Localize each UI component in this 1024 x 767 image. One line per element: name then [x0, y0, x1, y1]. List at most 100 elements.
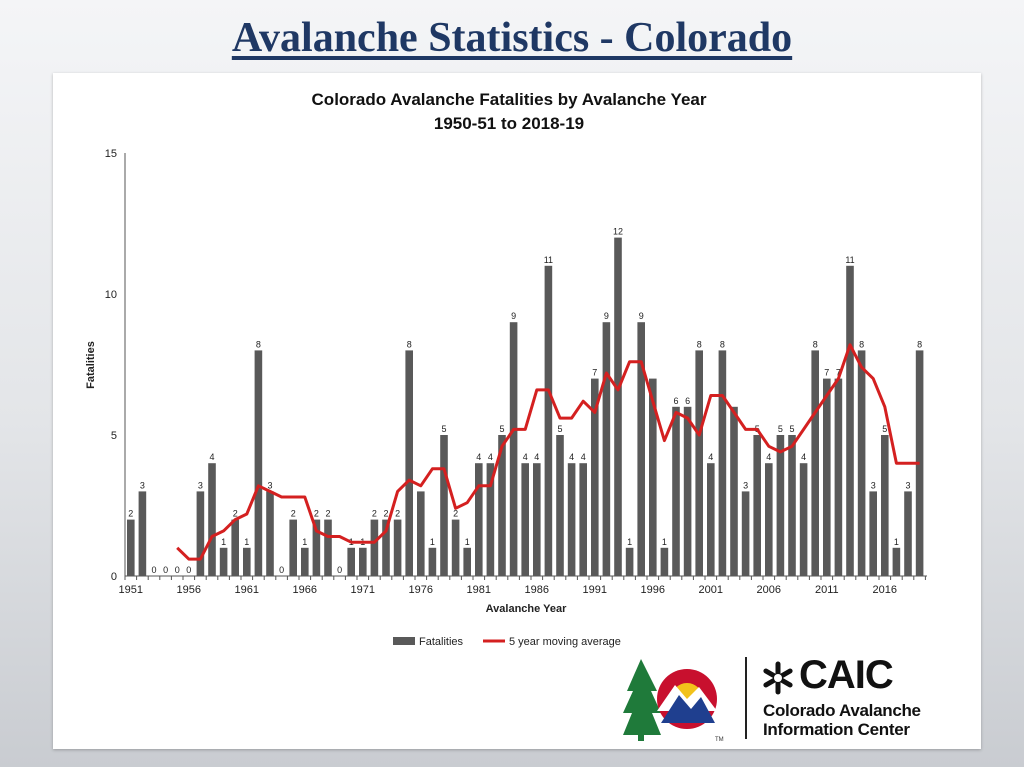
bar [231, 519, 239, 576]
logo-divider [745, 657, 747, 739]
bar [254, 350, 263, 576]
bar-value-label: 0 [279, 565, 284, 575]
bar-value-label: 5 [557, 424, 562, 434]
bar-value-label: 4 [569, 452, 574, 462]
bar-value-label: 7 [592, 368, 597, 378]
slide-title: Avalanche Statistics - Colorado [231, 15, 793, 61]
bar-value-label: 0 [151, 565, 156, 575]
bar-value-label: 5 [441, 424, 446, 434]
trademark-mark: TM [715, 737, 724, 743]
bar [823, 378, 831, 576]
fatalities-chart: Colorado Avalanche Fatalities by Avalanc… [85, 90, 927, 648]
bar-value-label: 6 [673, 396, 678, 406]
bar-value-label: 4 [488, 452, 493, 462]
bar [312, 519, 321, 576]
bar-value-label: 1 [465, 537, 470, 547]
x-axis-label: Avalanche Year [486, 603, 567, 615]
bar-value-label: 5 [778, 424, 783, 434]
bar-value-label: 4 [209, 452, 214, 462]
legend-swatch-fatalities [393, 637, 415, 645]
bar [741, 491, 750, 576]
bar [649, 378, 657, 576]
x-tick-label: 1971 [351, 584, 375, 596]
bar [718, 350, 727, 576]
bar [811, 350, 819, 576]
bar-value-label: 4 [523, 452, 528, 462]
bar [834, 378, 843, 576]
bar [347, 547, 355, 576]
bar-value-label: 7 [824, 368, 829, 378]
bar [788, 435, 796, 576]
bar-value-label: 8 [697, 339, 702, 349]
bar-value-label: 0 [186, 565, 191, 575]
bar-value-label: 1 [302, 537, 307, 547]
y-axis-label: Fatalities [85, 341, 97, 389]
bar-value-label: 9 [511, 311, 516, 321]
bar [475, 463, 483, 576]
bar [405, 350, 413, 576]
bar [417, 491, 425, 576]
bar [660, 547, 669, 576]
bar [393, 519, 402, 576]
bar [486, 463, 495, 576]
bar-value-label: 8 [917, 339, 922, 349]
bar [695, 350, 703, 576]
bar-value-label: 2 [291, 509, 296, 519]
bar [892, 547, 901, 576]
bar-value-label: 1 [627, 537, 632, 547]
bar [301, 547, 309, 576]
x-tick-label: 1981 [467, 584, 491, 596]
bar [359, 547, 367, 576]
bar [208, 463, 216, 576]
bar-value-label: 6 [685, 396, 690, 406]
bar-value-label: 11 [544, 255, 553, 265]
bar-value-label: 5 [789, 424, 794, 434]
caic-logo: TM CAIC Colorado Avalanche Information C… [623, 651, 963, 743]
bar-value-label: 2 [314, 509, 319, 519]
bar [567, 463, 576, 576]
y-axis-ticks: 0 5 10 15 [105, 148, 117, 583]
y-tick-label: 0 [111, 571, 117, 583]
bar [765, 463, 773, 576]
y-tick-label: 5 [111, 430, 117, 442]
legend-label-moving-average: 5 year moving average [509, 636, 621, 648]
bar-value-label: 5 [882, 424, 887, 434]
y-tick-label: 10 [105, 289, 117, 301]
bar-value-label: 2 [372, 509, 377, 519]
bar [799, 463, 808, 576]
moving-average-line [176, 343, 920, 561]
caic-name-line2: Information Center [763, 720, 910, 739]
x-tick-label: 2016 [873, 584, 897, 596]
bar [881, 435, 889, 576]
bar [904, 491, 912, 576]
bar-value-label: 4 [581, 452, 586, 462]
bar-value-label: 1 [430, 537, 435, 547]
bar-value-label: 1 [662, 537, 667, 547]
bar [370, 519, 379, 576]
bar [591, 378, 599, 576]
bars-group [127, 237, 924, 576]
x-tick-label: 2006 [757, 584, 781, 596]
bar [869, 491, 877, 576]
bar [509, 322, 518, 576]
y-tick-label: 15 [105, 148, 117, 160]
bar [440, 435, 448, 576]
bar-value-label: 4 [801, 452, 806, 462]
caic-acronym: CAIC [799, 653, 894, 697]
bar [451, 519, 460, 576]
bar [521, 463, 529, 576]
bar [776, 435, 785, 576]
x-tick-label: 1986 [525, 584, 549, 596]
bar [544, 265, 553, 576]
bar-value-label: 7 [836, 368, 841, 378]
x-tick-label: 1996 [641, 584, 665, 596]
bar [196, 491, 205, 576]
bar [857, 350, 866, 576]
bar-value-label: 8 [859, 339, 864, 349]
bar-value-label: 2 [128, 509, 133, 519]
bar [579, 463, 587, 576]
chart-title: Colorado Avalanche Fatalities by Avalanc… [312, 90, 707, 109]
bar-value-label: 12 [613, 227, 623, 237]
bar-value-label: 3 [267, 480, 272, 490]
x-tick-label: 2001 [699, 584, 723, 596]
